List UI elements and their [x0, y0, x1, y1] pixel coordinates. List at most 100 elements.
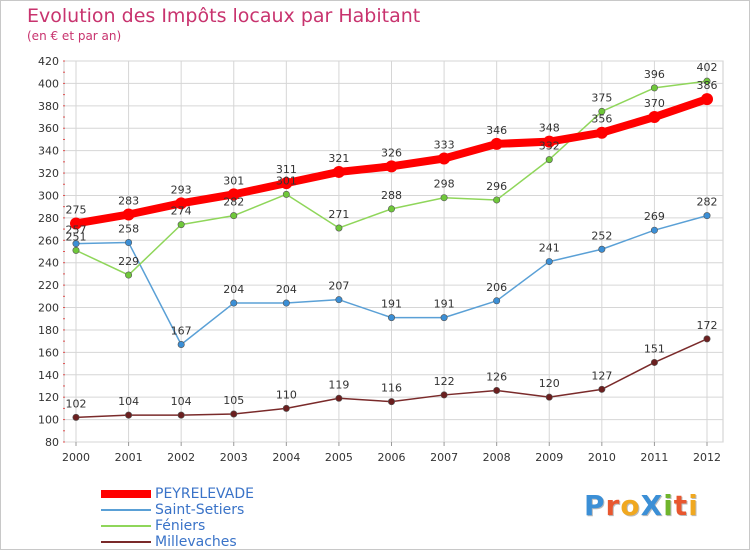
data-point — [72, 246, 80, 254]
x-tick-label: 2005 — [325, 451, 353, 464]
data-label: 120 — [539, 377, 560, 390]
data-point — [70, 217, 82, 230]
data-label: 102 — [66, 397, 87, 410]
data-point — [72, 413, 80, 421]
data-label: 110 — [276, 388, 297, 401]
data-label: 296 — [486, 180, 507, 193]
x-tick-label: 2009 — [535, 451, 563, 464]
data-label: 252 — [591, 229, 612, 242]
data-point — [493, 386, 501, 394]
y-tick-label: 80 — [45, 436, 59, 449]
data-label: 241 — [539, 242, 560, 255]
data-point — [703, 77, 711, 85]
data-point — [701, 93, 713, 106]
data-label: 283 — [118, 195, 139, 208]
logo-letter: i — [663, 489, 674, 522]
data-point — [335, 224, 343, 232]
data-label: 333 — [434, 138, 455, 151]
data-label: 104 — [118, 395, 139, 408]
data-label: 301 — [223, 174, 244, 187]
y-tick-label: 220 — [38, 279, 59, 292]
data-label: 293 — [171, 183, 192, 196]
legend-label: Millevaches — [155, 534, 237, 550]
legend-swatch — [101, 525, 151, 527]
logo-letter: P — [584, 489, 606, 522]
data-label: 206 — [486, 281, 507, 294]
data-label: 251 — [66, 230, 87, 243]
chart-subtitle: (en € et par an) — [27, 29, 122, 43]
data-label: 172 — [697, 319, 718, 332]
y-tick-label: 140 — [38, 369, 59, 382]
data-point — [440, 391, 448, 399]
data-point — [72, 240, 80, 248]
data-point — [493, 297, 501, 305]
data-point — [598, 107, 606, 115]
data-label: 167 — [171, 325, 192, 338]
data-label: 282 — [697, 196, 718, 209]
data-point — [230, 410, 238, 418]
x-tick-label: 2007 — [430, 451, 458, 464]
data-label: 332 — [539, 140, 560, 153]
data-label: 346 — [486, 124, 507, 137]
data-label: 269 — [644, 210, 665, 223]
legend-label: PEYRELEVADE — [155, 486, 254, 502]
logo-letter: X — [640, 489, 664, 522]
data-label: 301 — [276, 174, 297, 187]
y-tick-label: 240 — [38, 257, 59, 270]
logo-letter: o — [620, 489, 641, 522]
y-tick-label: 320 — [38, 167, 59, 180]
plot-area — [63, 60, 724, 443]
legend-swatch — [101, 541, 151, 543]
data-point — [227, 188, 240, 201]
x-tick-label: 2000 — [62, 451, 90, 464]
data-point — [493, 196, 501, 204]
data-point — [648, 111, 661, 124]
data-label: 275 — [66, 203, 87, 216]
data-point — [230, 299, 238, 307]
logo-letter: i — [688, 489, 699, 522]
data-label: 326 — [381, 146, 402, 159]
data-point — [387, 398, 395, 406]
data-label: 116 — [381, 382, 402, 395]
data-label: 151 — [644, 342, 665, 355]
data-point — [125, 239, 133, 247]
data-label: 258 — [118, 223, 139, 236]
y-tick-label: 400 — [38, 77, 59, 90]
data-point — [438, 152, 451, 165]
data-label: 348 — [539, 122, 560, 135]
data-point — [175, 197, 188, 210]
y-tick-label: 260 — [38, 234, 59, 247]
data-point — [387, 314, 395, 322]
legend-swatch — [101, 490, 151, 498]
y-tick-label: 420 — [38, 55, 59, 68]
data-label: 321 — [328, 152, 349, 165]
data-label: 204 — [276, 283, 297, 296]
data-point — [440, 194, 448, 202]
data-point — [177, 411, 185, 419]
data-label: 356 — [591, 113, 612, 126]
data-label: 229 — [118, 255, 139, 268]
data-label: 204 — [223, 283, 244, 296]
x-tick-label: 2006 — [378, 451, 406, 464]
data-point — [703, 335, 711, 343]
data-point — [650, 358, 658, 366]
x-tick-label: 2001 — [115, 451, 143, 464]
data-point — [598, 245, 606, 253]
logo-letter: t — [673, 489, 689, 522]
data-label: 370 — [644, 97, 665, 110]
proxiti-logo: ProXiti — [584, 489, 699, 522]
y-tick-label: 380 — [38, 100, 59, 113]
legend-swatch — [101, 509, 151, 511]
data-point — [177, 221, 185, 229]
data-label: 127 — [591, 369, 612, 382]
data-point — [545, 393, 553, 401]
x-tick-label: 2004 — [272, 451, 300, 464]
y-tick-label: 360 — [38, 122, 59, 135]
data-point — [280, 177, 293, 190]
data-label: 288 — [381, 189, 402, 202]
y-tick-label: 300 — [38, 189, 59, 202]
data-point — [703, 212, 711, 220]
data-label: 207 — [328, 280, 349, 293]
